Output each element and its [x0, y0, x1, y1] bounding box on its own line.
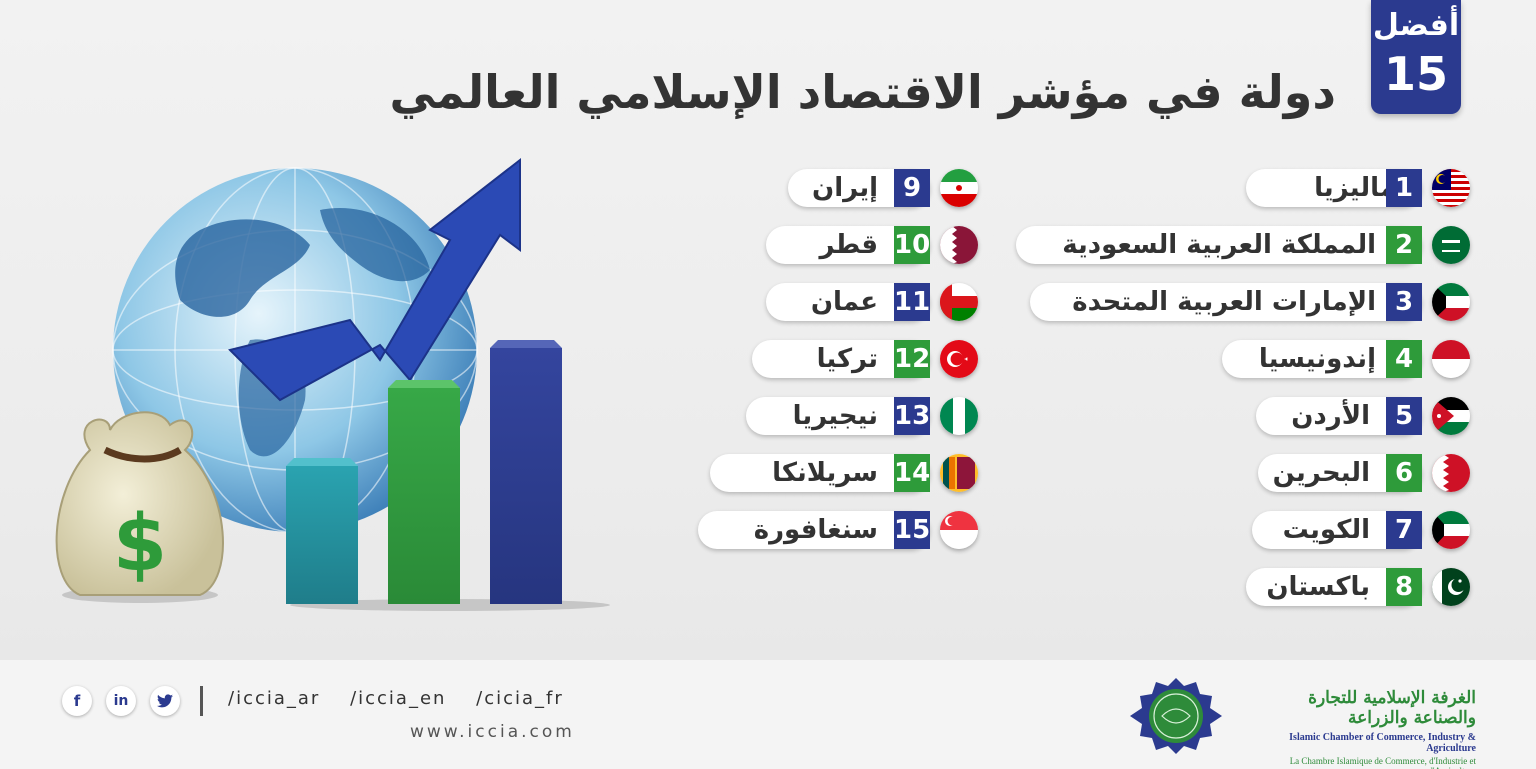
rank-number: 9 [894, 169, 930, 207]
facebook-link[interactable]: f [62, 686, 92, 716]
rank-number: 6 [1386, 454, 1422, 492]
rank-number: 11 [894, 283, 930, 321]
bar-chart-icon [286, 340, 562, 604]
handle-en[interactable]: /iccia_en [350, 688, 447, 709]
handle-fr[interactable]: /cicia_fr [476, 688, 564, 709]
malaysia-flag-icon [1432, 169, 1470, 207]
pakistan-flag-icon [1432, 568, 1470, 606]
rank-number: 2 [1386, 226, 1422, 264]
twitter-link[interactable] [150, 686, 180, 716]
footer-divider [200, 686, 203, 716]
country-name: تركيا [816, 344, 878, 374]
org-name-en: Islamic Chamber of Commerce, Industry & … [1289, 732, 1476, 754]
growth-arrow-icon [228, 157, 521, 402]
country-name: سريلانكا [772, 458, 878, 488]
sri-lanka-flag-icon [940, 454, 978, 492]
singapore-flag-icon [940, 511, 978, 549]
list-item: البحرين 6 [1258, 454, 1470, 492]
country-name: ماليزيا [1314, 173, 1396, 203]
kuwait-style-flag-icon [1432, 283, 1470, 321]
badge-number: 15 [1383, 47, 1448, 101]
social-handles: /iccia_ar /iccia_en /cicia_fr [228, 688, 586, 709]
rank-number: 10 [894, 226, 930, 264]
country-name: إندونيسيا [1258, 344, 1376, 374]
list-item: تركيا 12 [752, 340, 978, 378]
country-name: إيران [812, 173, 878, 203]
list-item: الأردن 5 [1256, 397, 1470, 435]
country-name: سنغافورة [753, 515, 878, 545]
list-item: سريلانكا 14 [710, 454, 978, 492]
list-item: الكويت 7 [1252, 511, 1470, 549]
rank-number: 13 [894, 397, 930, 435]
rank-number: 7 [1386, 511, 1422, 549]
list-item: عمان 11 [766, 283, 978, 321]
twitter-icon [157, 694, 173, 708]
growth-illustration: $ [55, 157, 610, 611]
rank-number: 1 [1386, 169, 1422, 207]
country-name: المملكة العربية السعودية [1062, 230, 1376, 260]
qatar-flag-icon [940, 226, 978, 264]
list-item: باكستان 8 [1246, 568, 1470, 606]
organization-name: الغرفة الإسلامية للتجارة والصناعة والزرا… [1244, 688, 1476, 769]
list-item: المملكة العربية السعودية 2 [1016, 226, 1470, 264]
svg-text:$: $ [113, 499, 167, 589]
handle-ar[interactable]: /iccia_ar [228, 688, 321, 709]
rank-number: 8 [1386, 568, 1422, 606]
country-name: قطر [819, 230, 878, 260]
money-bag-icon: $ [55, 411, 224, 603]
list-item: إيران 9 [788, 169, 978, 207]
website-link[interactable]: www.iccia.com [410, 722, 575, 742]
country-name: الإمارات العربية المتحدة [1072, 287, 1376, 317]
jordan-flag-icon [1432, 397, 1470, 435]
iran-flag-icon [940, 169, 978, 207]
indonesia-flag-icon [1432, 340, 1470, 378]
rank-number: 15 [894, 511, 930, 549]
country-name: الأردن [1291, 401, 1370, 431]
list-item: إندونيسيا 4 [1222, 340, 1470, 378]
badge-top-text: أفضل [1372, 8, 1460, 43]
country-name: عمان [810, 287, 878, 317]
title-badge: أفضل 15 [1371, 0, 1461, 114]
saudi-arabia-flag-icon [1432, 226, 1470, 264]
country-name: باكستان [1266, 572, 1370, 602]
list-item: سنغافورة 15 [698, 511, 978, 549]
linkedin-icon: in [113, 693, 129, 709]
nigeria-flag-icon [940, 397, 978, 435]
country-name: البحرين [1272, 458, 1370, 488]
linkedin-link[interactable]: in [106, 686, 136, 716]
org-name-fr: La Chambre Islamique de Commerce, d'Indu… [1289, 756, 1476, 769]
country-name: الكويت [1282, 515, 1370, 545]
list-item: الإمارات العربية المتحدة 3 [1030, 283, 1470, 321]
facebook-icon: f [73, 692, 81, 710]
kuwait-flag-icon [1432, 511, 1470, 549]
rank-number: 3 [1386, 283, 1422, 321]
bahrain-flag-icon [1432, 454, 1470, 492]
page-title: دولة في مؤشر الاقتصاد الإسلامي العالمي [389, 65, 1336, 119]
list-item: نيجيريا 13 [746, 397, 978, 435]
rank-number: 4 [1386, 340, 1422, 378]
list-item: ماليزيا 1 [1246, 169, 1470, 207]
rank-number: 5 [1386, 397, 1422, 435]
rank-number: 14 [894, 454, 930, 492]
organization-seal-icon [1130, 678, 1222, 754]
rank-number: 12 [894, 340, 930, 378]
footer [0, 660, 1536, 769]
country-name: نيجيريا [792, 401, 878, 431]
turkey-flag-icon [940, 340, 978, 378]
org-name-ar: الغرفة الإسلامية للتجارة والصناعة والزرا… [1308, 688, 1476, 728]
oman-flag-icon [940, 283, 978, 321]
list-item: قطر 10 [766, 226, 978, 264]
